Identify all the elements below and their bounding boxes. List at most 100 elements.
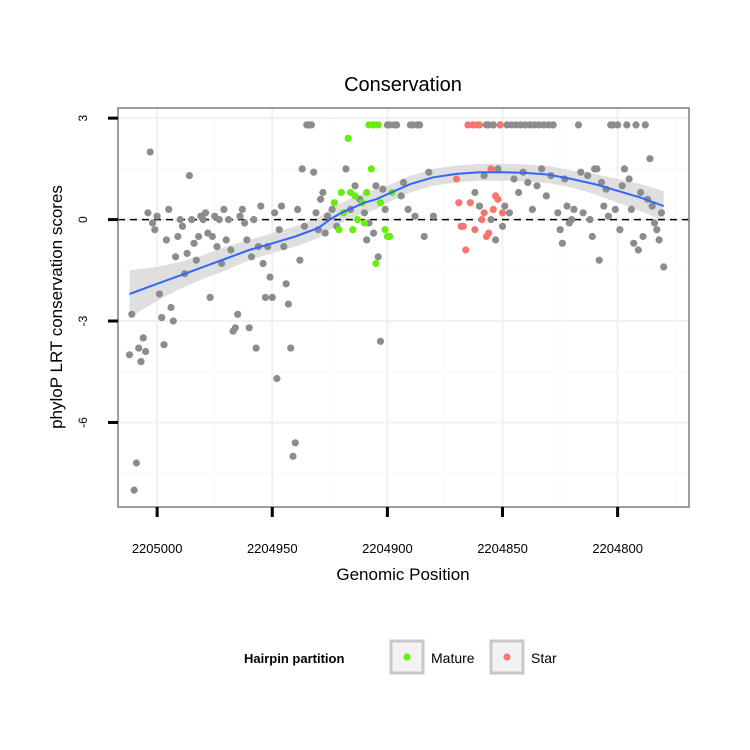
point-other [257,202,265,210]
point-star [466,199,474,207]
point-mature [335,226,343,234]
point-other [533,182,541,190]
point-star [459,222,467,230]
point-mature [381,226,389,234]
point-other [515,188,523,197]
point-other [630,239,638,247]
y-tick-label: -3 [76,315,90,326]
point-other [505,209,513,217]
point-other [577,168,585,176]
point-other [498,222,507,230]
point-star [498,209,507,217]
point-other [245,324,253,332]
point-other [372,182,380,190]
point-other [128,310,136,318]
point-other [227,246,235,254]
point-other [312,209,320,217]
point-other [648,202,656,210]
point-other [397,192,405,200]
point-other [593,165,601,173]
point-other [637,188,645,197]
point-other [201,209,210,217]
point-other [614,121,622,129]
point-other [231,324,239,332]
point-other [222,236,230,244]
point-star [455,199,463,207]
y-axis-label: phyloP LRT conservation scores [47,185,66,429]
point-other [215,216,223,224]
point-other [294,205,302,213]
point-star [452,175,461,183]
point-other [480,172,488,180]
point-other [259,259,267,268]
point-mature [360,219,368,227]
point-other [148,219,157,227]
point-other [416,121,424,129]
point-other [213,243,221,251]
point-mature [344,134,352,142]
point-other [411,212,419,220]
y-tick-label: 0 [76,216,90,223]
point-other [142,347,150,356]
point-other [528,205,537,213]
point-mature [376,199,385,207]
point-other [188,216,196,224]
point-mature [349,226,357,234]
point-other [657,209,666,217]
point-other [584,172,592,180]
point-mature [372,259,380,268]
point-other [206,293,214,301]
point-other [632,121,640,129]
point-other [489,121,497,129]
point-other [492,236,500,244]
point-other [425,168,433,176]
point-other [167,303,175,312]
point-other [524,178,532,186]
point-other [342,165,350,173]
point-other [381,205,389,213]
point-other [554,209,562,217]
point-other [162,236,170,244]
point-other [277,202,286,210]
point-other [660,263,668,271]
point-star [489,205,497,213]
point-other [611,205,619,213]
point-other [300,222,309,230]
point-other [556,226,564,234]
x-tick-label: 2205000 [132,541,183,556]
plot-panel [118,108,689,507]
point-other [420,232,428,241]
point-other [236,212,244,220]
point-other [487,216,495,224]
point-other [370,229,378,237]
point-star [487,165,495,173]
point-other [174,232,182,241]
point-other [125,351,134,359]
point-other [224,216,233,224]
point-mature [351,192,359,200]
point-other [351,182,359,190]
point-other [623,121,631,129]
point-other [310,168,318,176]
point-other [549,121,557,129]
point-other [296,256,304,264]
chart-title: Conservation [344,74,462,96]
point-other [655,236,663,244]
point-other [158,314,166,322]
point-other [247,253,256,261]
point-other [273,374,281,383]
point-other [363,236,371,244]
point-other [501,202,509,210]
legend-dot-mature [403,653,411,661]
point-other [241,219,249,227]
point-other [153,212,161,220]
point-other [471,188,479,197]
point-other [588,232,596,241]
point-other [291,439,299,447]
plot-border [117,107,690,508]
point-mature [363,188,371,197]
point-other [160,341,168,349]
point-other [579,209,587,217]
point-star [485,229,493,237]
